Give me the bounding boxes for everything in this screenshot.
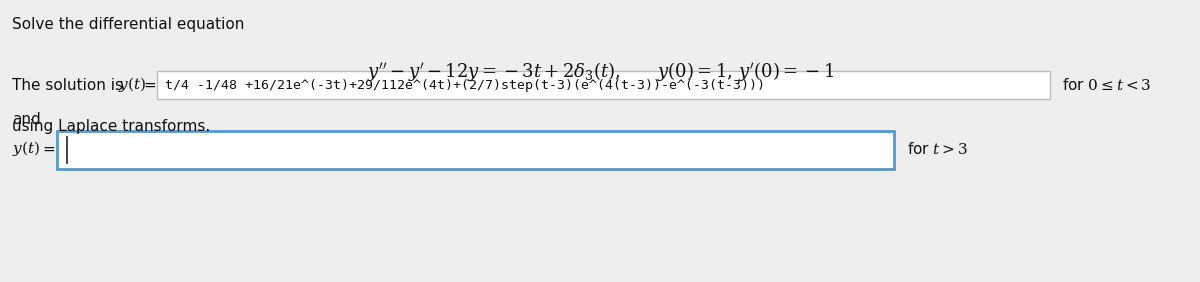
FancyBboxPatch shape (157, 71, 1050, 99)
Text: t/4 -1/48 +16/21e^(-3t)+29/112e^(4t)+(2/7)step(t-3)(e^(4(t-3))-e^(-3(t-3))): t/4 -1/48 +16/21e^(-3t)+29/112e^(4t)+(2/… (166, 78, 766, 91)
Text: $y(t)$: $y(t)$ (118, 76, 146, 94)
FancyBboxPatch shape (58, 131, 894, 169)
Text: for $0 \leq t < 3$: for $0 \leq t < 3$ (1062, 77, 1151, 93)
Text: for $t > 3$: for $t > 3$ (907, 141, 968, 157)
Text: =: = (42, 142, 55, 157)
Text: $y(t)$: $y(t)$ (12, 140, 40, 158)
Text: =: = (143, 78, 156, 92)
Text: The solution is: The solution is (12, 78, 128, 92)
Text: $y'' - y' - 12y = -3t + 2\delta_3(t), \qquad y(0) = 1,\, y'(0) = -1$: $y'' - y' - 12y = -3t + 2\delta_3(t), \q… (366, 60, 834, 83)
Text: and: and (12, 111, 41, 127)
Text: using Laplace transforms.: using Laplace transforms. (12, 119, 210, 134)
Text: Solve the differential equation: Solve the differential equation (12, 17, 245, 32)
